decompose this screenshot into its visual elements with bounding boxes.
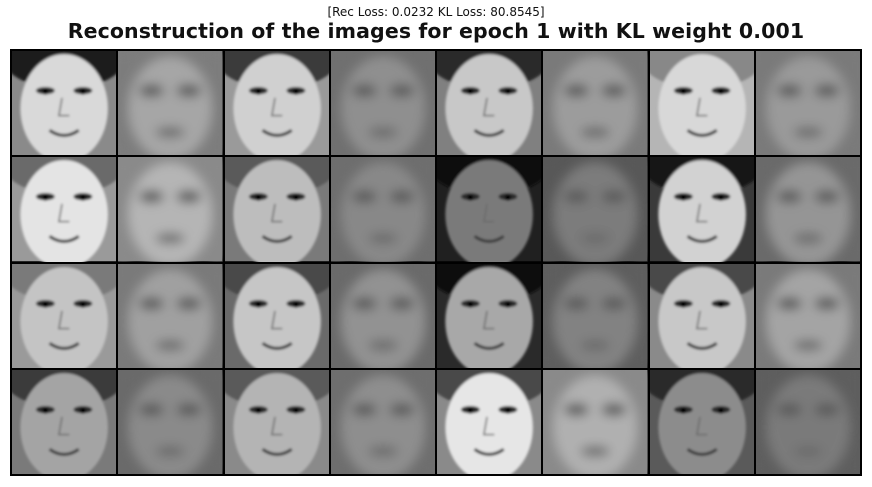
- reconstructed-face-image: [755, 51, 860, 156]
- original-face-image: [224, 157, 329, 262]
- reconstructed-face-image: [543, 263, 648, 368]
- original-face-image: [12, 51, 117, 156]
- reconstructed-face-image: [330, 157, 435, 262]
- image-grid: [10, 49, 862, 476]
- original-face-image: [437, 263, 542, 368]
- original-face-image: [224, 263, 329, 368]
- original-face-image: [12, 157, 117, 262]
- reconstructed-face-image: [118, 157, 223, 262]
- reconstructed-face-image: [543, 157, 648, 262]
- reconstructed-face-image: [543, 51, 648, 156]
- reconstructed-face-image: [755, 369, 860, 474]
- original-face-image: [224, 51, 329, 156]
- original-face-image: [12, 263, 117, 368]
- original-face-image: [12, 369, 117, 474]
- reconstructed-face-image: [118, 51, 223, 156]
- figure-subtitle: [Rec Loss: 0.0232 KL Loss: 80.8545]: [327, 5, 545, 19]
- reconstructed-face-image: [755, 263, 860, 368]
- original-face-image: [437, 51, 542, 156]
- original-face-image: [224, 369, 329, 474]
- figure-title: Reconstruction of the images for epoch 1…: [67, 19, 805, 43]
- reconstructed-face-image: [755, 157, 860, 262]
- original-face-image: [437, 157, 542, 262]
- original-face-image: [649, 51, 754, 156]
- reconstructed-face-image: [118, 369, 223, 474]
- reconstructed-face-image: [330, 369, 435, 474]
- original-face-image: [649, 157, 754, 262]
- reconstructed-face-image: [330, 51, 435, 156]
- reconstructed-face-image: [543, 369, 648, 474]
- original-face-image: [649, 369, 754, 474]
- original-face-image: [649, 263, 754, 368]
- reconstructed-face-image: [330, 263, 435, 368]
- original-face-image: [437, 369, 542, 474]
- reconstructed-face-image: [118, 263, 223, 368]
